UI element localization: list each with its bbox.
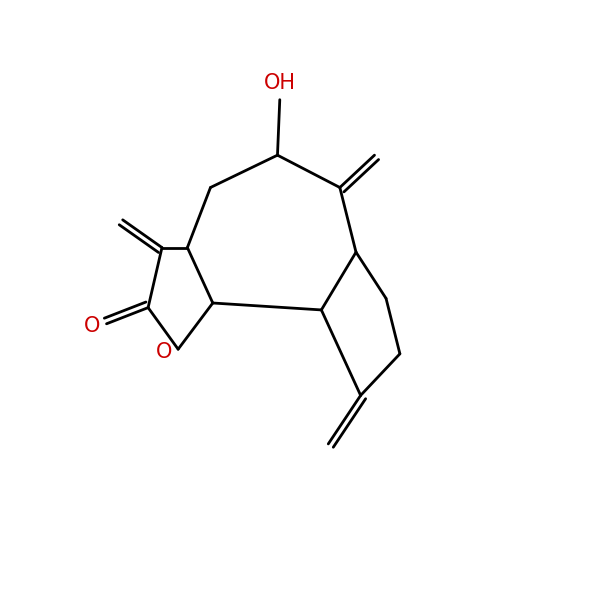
Text: O: O [84,316,101,336]
Text: O: O [156,343,173,362]
Text: OH: OH [264,73,296,93]
